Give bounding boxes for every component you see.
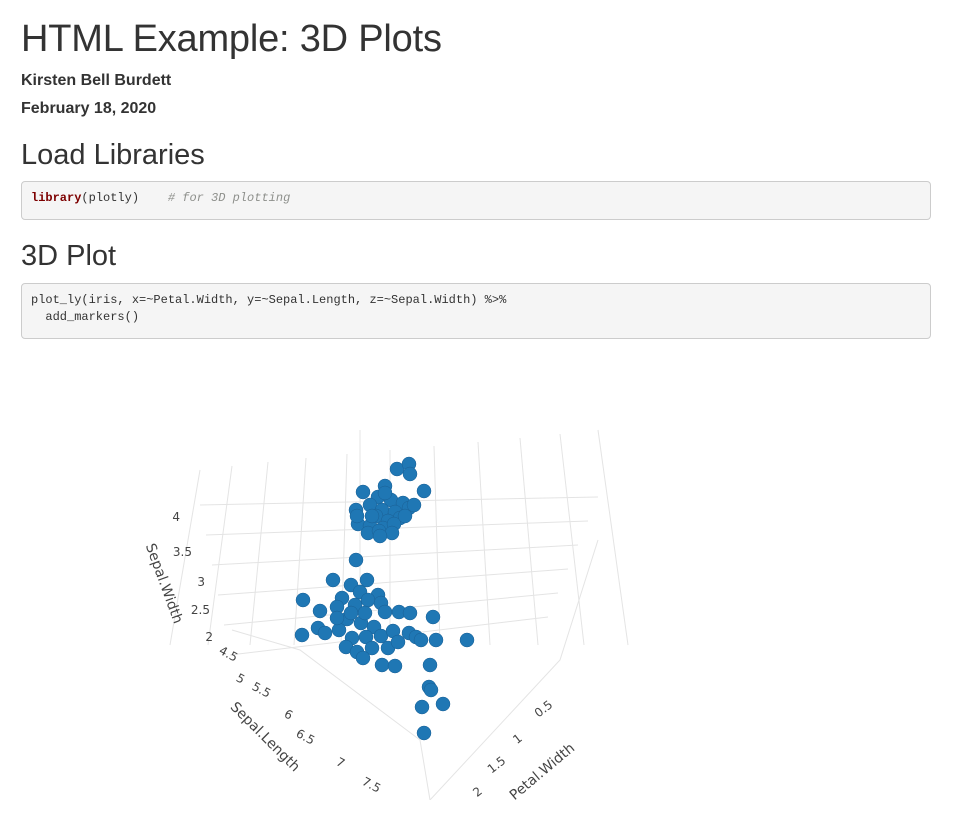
code-args: (plotly) (81, 191, 140, 205)
code-block-load-libraries[interactable]: library(plotly) # for 3D plotting (21, 181, 931, 220)
page-title: HTML Example: 3D Plots (21, 18, 442, 60)
code-line-1: plot_ly(iris, x=~Petal.Width, y=~Sepal.L… (31, 293, 507, 307)
data-point[interactable] (355, 650, 371, 666)
y-tick-label: 7 (334, 755, 347, 771)
data-point[interactable] (359, 572, 375, 588)
data-point[interactable] (374, 657, 390, 673)
x-tick-label: 1.5 (485, 753, 509, 776)
data-point[interactable] (423, 682, 439, 698)
data-point[interactable] (428, 632, 444, 648)
data-point[interactable] (355, 484, 371, 500)
z-tick-label: 4 (172, 510, 180, 524)
data-point[interactable] (360, 592, 376, 608)
data-point[interactable] (377, 485, 393, 501)
data-point[interactable] (364, 508, 380, 524)
y-tick-label: 4.5 (217, 643, 240, 664)
data-point[interactable] (295, 592, 311, 608)
z-tick-label: 2.5 (191, 603, 210, 617)
code-block-3d-plot[interactable]: plot_ly(iris, x=~Petal.Width, y=~Sepal.L… (21, 283, 931, 339)
3d-scatter-plot[interactable]: 22.533.544.555.566.577.50.511.52 Sepal.W… (0, 380, 978, 800)
y-tick-label: 6.5 (294, 726, 317, 747)
x-tick-label: 0.5 (532, 697, 556, 720)
data-point[interactable] (294, 627, 310, 643)
section-heading-3d-plot: 3D Plot (21, 240, 117, 272)
z-tick-label: 3.5 (173, 545, 192, 559)
data-point[interactable] (387, 658, 403, 674)
data-point[interactable] (425, 609, 441, 625)
data-point[interactable] (317, 625, 333, 641)
data-point[interactable] (372, 528, 388, 544)
x-axis-title: Petal.Width (507, 740, 578, 800)
data-point[interactable] (364, 640, 380, 656)
data-point[interactable] (325, 572, 341, 588)
code-comment: # for 3D plotting (167, 191, 291, 205)
data-point[interactable] (343, 605, 359, 621)
date: February 18, 2020 (21, 100, 157, 117)
data-point[interactable] (384, 525, 400, 541)
data-point[interactable] (459, 632, 475, 648)
x-tick-label: 2 (470, 784, 485, 800)
data-point[interactable] (348, 552, 364, 568)
data-point[interactable] (413, 632, 429, 648)
data-point[interactable] (377, 604, 393, 620)
plot-points (294, 456, 475, 741)
data-point[interactable] (416, 483, 432, 499)
data-point[interactable] (312, 603, 328, 619)
data-point[interactable] (329, 610, 345, 626)
z-tick-label: 3 (197, 575, 205, 589)
y-tick-label: 6 (282, 707, 295, 723)
y-tick-label: 5 (234, 671, 247, 687)
code-line-2: add_markers() (31, 310, 140, 324)
data-point[interactable] (402, 466, 418, 482)
code-keyword: library (31, 191, 82, 205)
y-tick-label: 5.5 (250, 679, 273, 700)
data-point[interactable] (414, 699, 430, 715)
data-point[interactable] (397, 508, 413, 524)
data-point[interactable] (422, 657, 438, 673)
y-tick-label: 7.5 (360, 774, 383, 795)
data-point[interactable] (349, 508, 365, 524)
section-heading-load-libraries: Load Libraries (21, 139, 205, 171)
data-point[interactable] (406, 497, 422, 513)
data-point[interactable] (435, 696, 451, 712)
author: Kirsten Bell Burdett (21, 72, 172, 89)
z-tick-label: 2 (205, 630, 213, 644)
data-point[interactable] (390, 634, 406, 650)
data-point[interactable] (357, 605, 373, 621)
x-tick-label: 1 (510, 731, 525, 747)
data-point[interactable] (416, 725, 432, 741)
data-point[interactable] (331, 622, 347, 638)
data-point[interactable] (402, 605, 418, 621)
